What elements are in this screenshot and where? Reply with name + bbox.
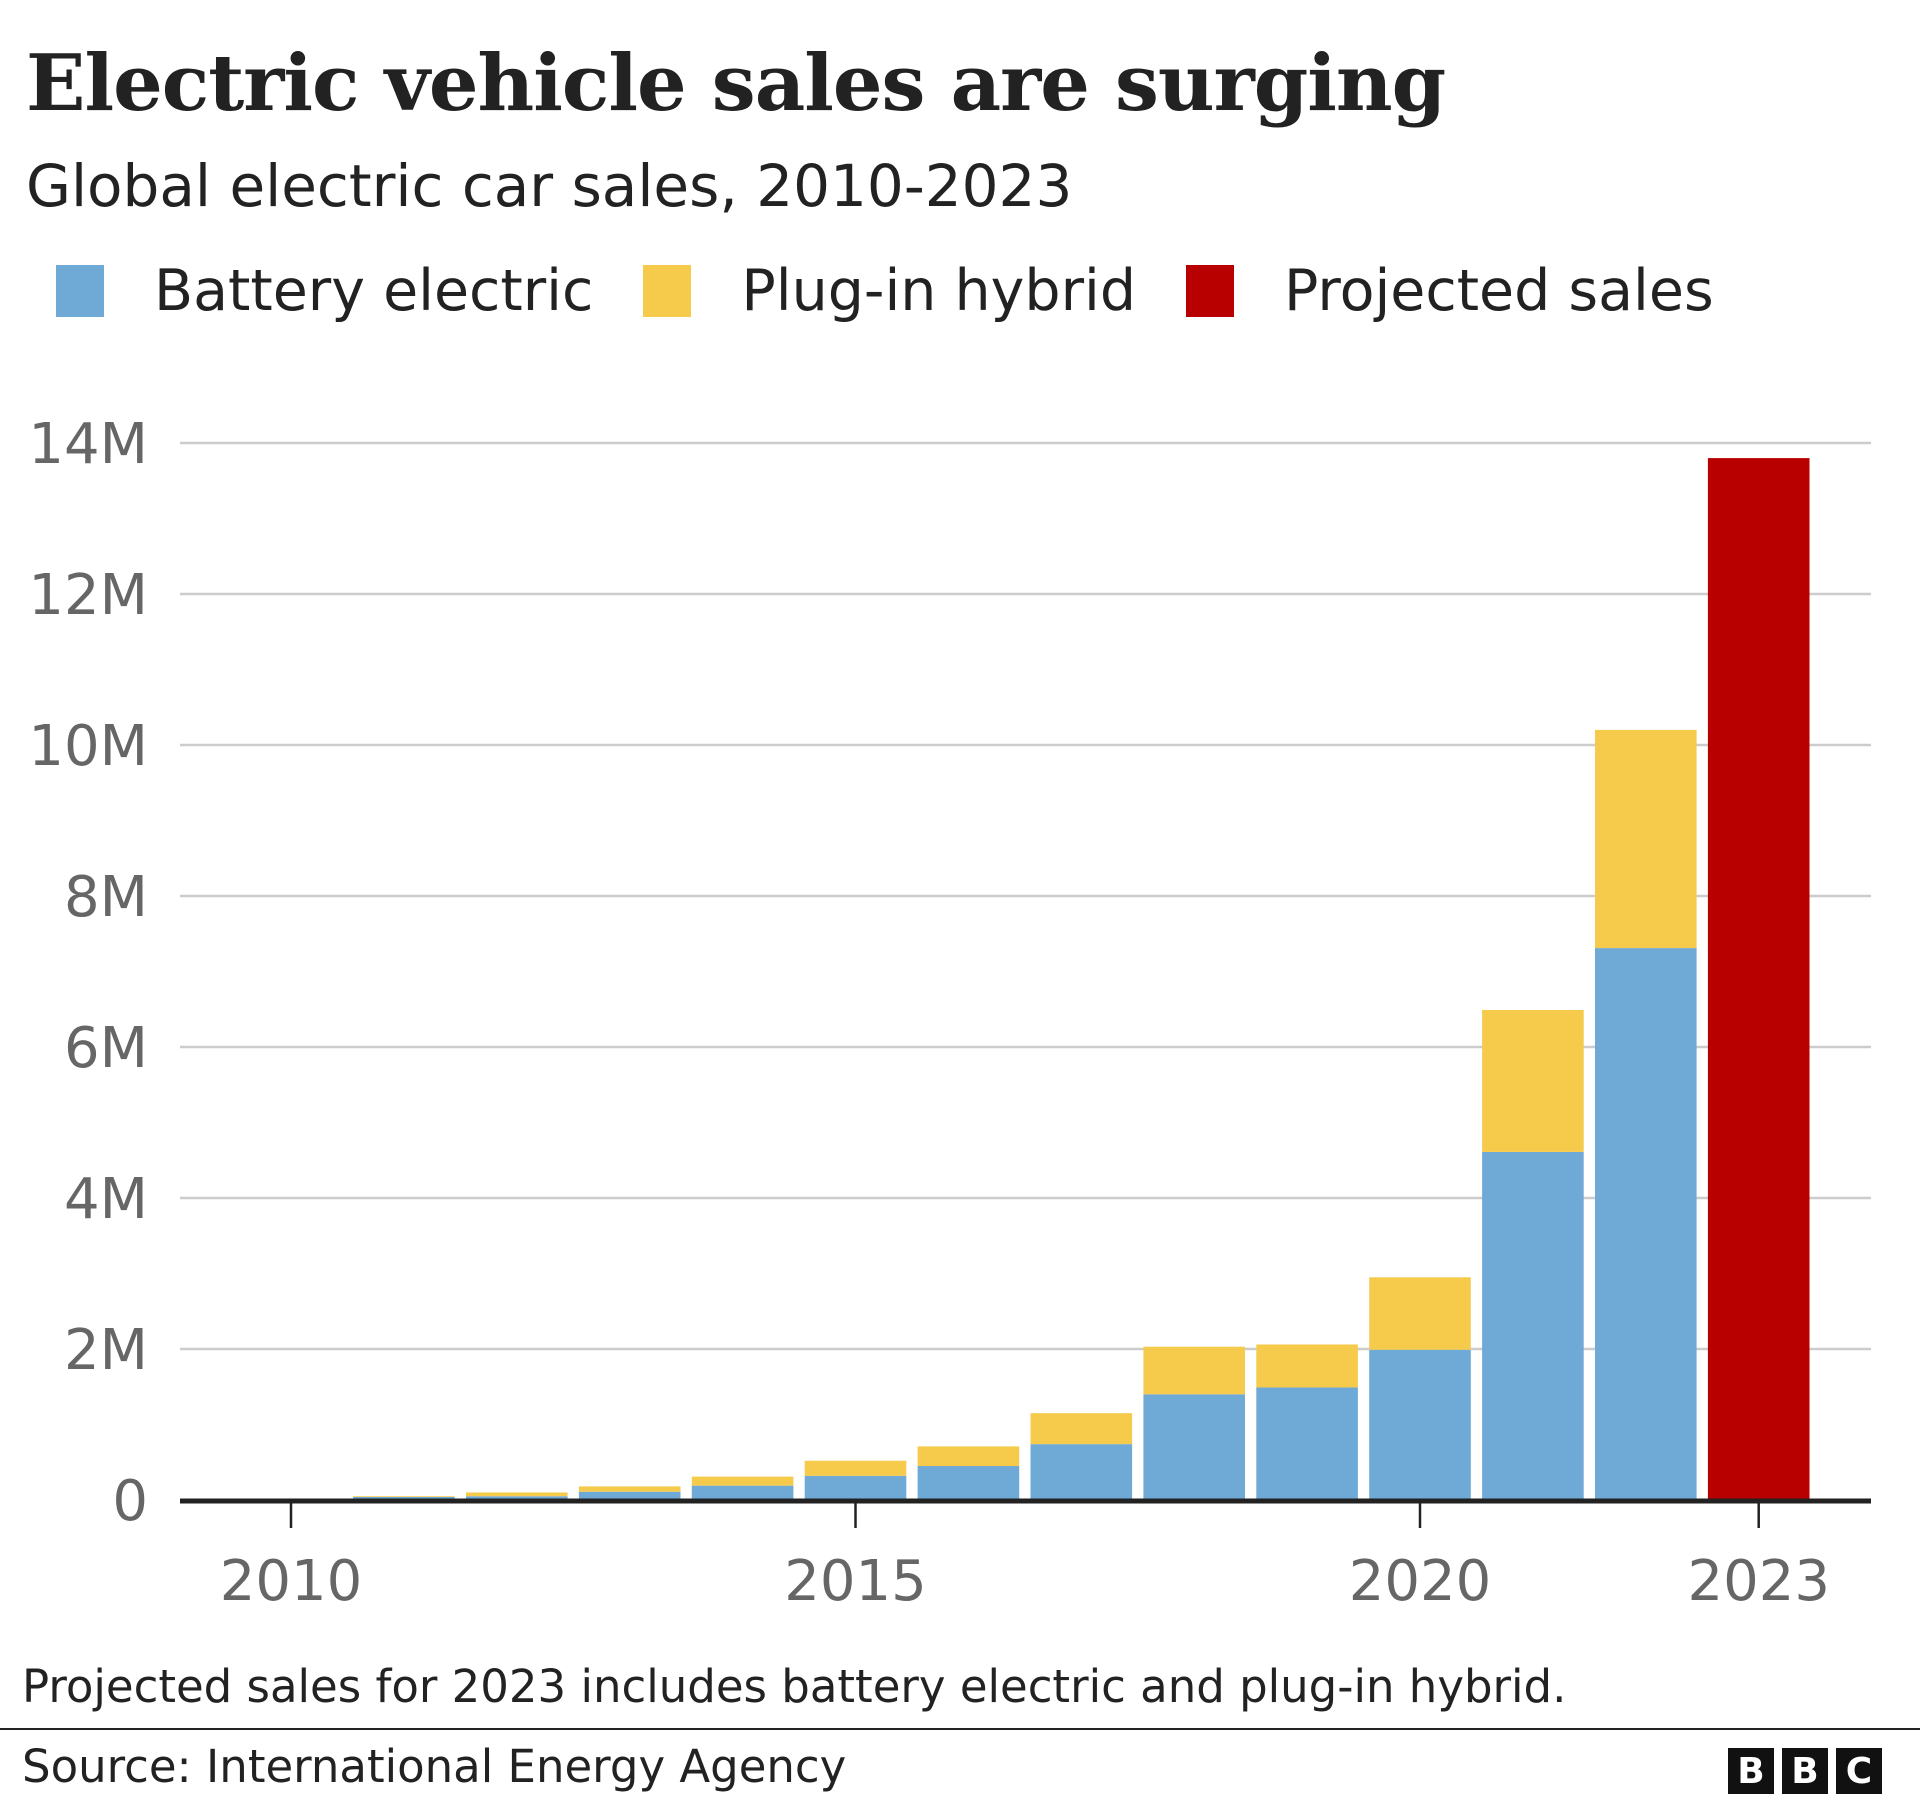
legend-label: Battery electric [154,258,594,324]
legend-item-projected: Projected sales [1186,258,1714,324]
bar-battery-electric [1030,1444,1133,1500]
y-tick-label: 14M [28,412,148,477]
bar-battery-electric [578,1491,681,1500]
y-tick-label: 4M [64,1167,148,1232]
chart-note: Projected sales for 2023 includes batter… [22,1660,1567,1713]
legend: Battery electric Plug-in hybrid Projecte… [56,258,1764,324]
bar-battery-electric [1143,1394,1245,1500]
y-tick-label: 12M [28,563,148,628]
legend-swatch [1186,265,1235,317]
bar-plug-in-hybrid [691,1476,794,1486]
legend-swatch [56,265,104,317]
y-tick-label: 8M [64,865,148,930]
y-tick-label: 6M [64,1016,148,1081]
bar-plug-in-hybrid [353,1496,455,1497]
bar-battery-electric [1482,1151,1584,1500]
bar-battery-electric [691,1485,794,1500]
bar-plug-in-hybrid [1030,1413,1133,1445]
y-tick-label: 0 [112,1469,148,1534]
bar-battery-electric [1595,948,1697,1500]
bar-projected-sales [1707,458,1810,1501]
legend-label: Plug-in hybrid [741,258,1137,324]
bar-plug-in-hybrid [1482,1010,1584,1152]
bar-plug-in-hybrid [466,1492,568,1497]
bar-plug-in-hybrid [1256,1344,1358,1388]
bar-battery-electric [353,1496,455,1500]
chart-title: Electric vehicle sales are surging [26,38,1446,129]
bar-plug-in-hybrid [804,1460,907,1476]
source-text: Source: International Energy Agency [22,1740,847,1793]
x-tick-label: 2015 [784,1549,927,1614]
bar-plug-in-hybrid [1595,729,1697,949]
bar-battery-electric [1256,1387,1358,1500]
bar-plug-in-hybrid [917,1446,1020,1467]
legend-item-battery: Battery electric [56,258,593,324]
y-tick-label: 10M [28,714,148,779]
chart-subtitle: Global electric car sales, 2010-2023 [26,152,1073,220]
bar-chart: 0 2M 4M 6M 8M 10M 12M 14M 2010 2015 2020 2023 [28,412,1871,1614]
bar-plug-in-hybrid [1143,1346,1245,1395]
legend-swatch [643,265,692,317]
x-tick-label: 2020 [1349,1549,1492,1614]
bar-battery-electric [466,1496,568,1500]
y-tick-label: 2M [64,1318,148,1383]
legend-item-phev: Plug-in hybrid [643,258,1136,324]
bar-plug-in-hybrid [1369,1277,1471,1350]
bar-plug-in-hybrid [578,1486,681,1492]
x-tick-label: 2010 [220,1549,363,1614]
legend-label: Projected sales [1284,258,1714,324]
divider [0,1728,1920,1730]
bar-battery-electric [1369,1349,1471,1500]
x-tick-label: 2023 [1687,1549,1830,1614]
bar-battery-electric [917,1466,1020,1500]
bar-battery-electric [804,1475,907,1500]
